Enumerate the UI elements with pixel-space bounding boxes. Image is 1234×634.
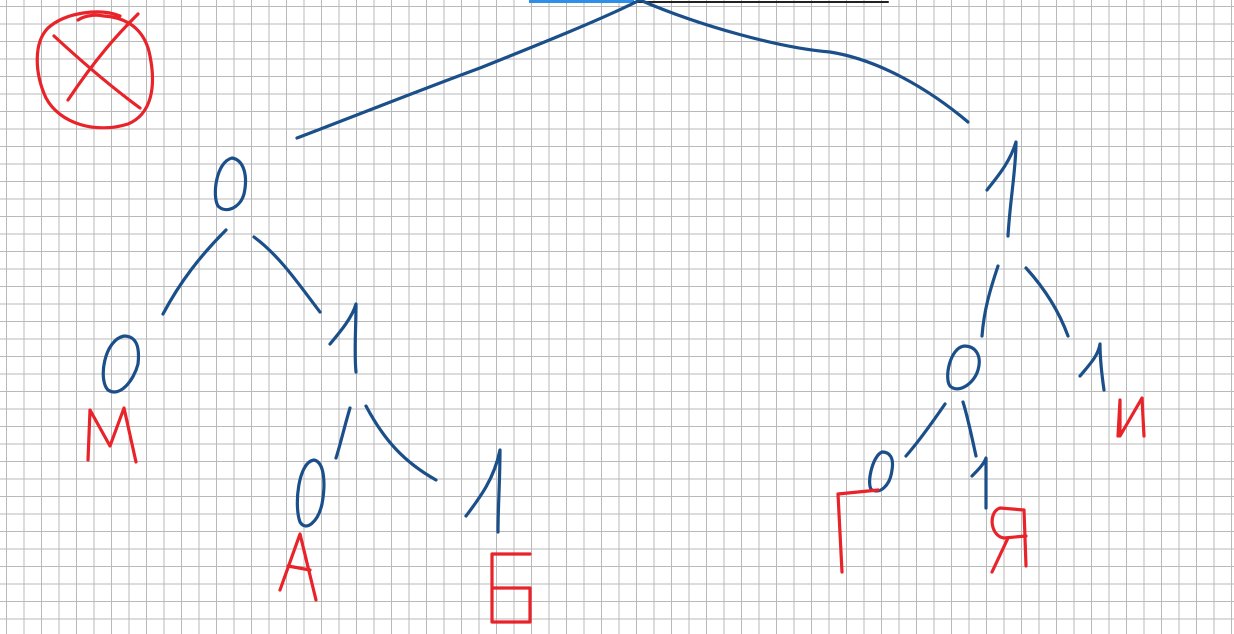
node-01-label: 1 xyxy=(346,336,352,347)
node-0-label: 0 xyxy=(226,182,232,193)
node-011: 1 xyxy=(464,448,502,534)
letter-g: Г xyxy=(836,488,880,574)
tree-nodes: 0 1 0 1 0 xyxy=(101,140,1106,534)
edge-0-to-1 xyxy=(252,235,322,314)
letter-ya-label: Я xyxy=(1004,532,1011,543)
letter-a-label: А xyxy=(296,562,303,573)
edge-1-to-1 xyxy=(1024,266,1070,338)
letter-b-label: Б xyxy=(506,582,513,593)
node-11-label: 1 xyxy=(1094,362,1100,373)
node-01: 1 xyxy=(328,302,358,374)
crossed-circle-icon: crossed-circle-icon xyxy=(35,10,183,130)
edge-10-to-1 xyxy=(961,400,978,458)
node-100-label: 0 xyxy=(878,468,884,479)
node-100: 0 xyxy=(868,450,895,493)
letter-m: М xyxy=(86,406,138,464)
edge-root-right xyxy=(638,0,970,124)
node-00: 0 xyxy=(101,334,141,394)
letter-ya: Я xyxy=(990,506,1028,574)
letter-i: И xyxy=(1116,396,1146,438)
node-10: 0 xyxy=(946,344,981,391)
letter-b: Б xyxy=(490,552,532,624)
node-0: 0 xyxy=(213,156,248,212)
node-011-label: 1 xyxy=(488,492,494,503)
letter-g-label: Г xyxy=(846,522,852,533)
edge-1-to-0 xyxy=(980,264,1000,338)
node-010-label: 0 xyxy=(308,486,314,497)
letter-m-label: М xyxy=(110,432,119,443)
crossed-circle-icon-label: crossed-circle-icon xyxy=(90,62,183,73)
tree-edges xyxy=(161,0,1070,482)
node-00-label: 0 xyxy=(116,362,122,373)
top-blue-highlight xyxy=(529,0,634,3)
node-101-label: 1 xyxy=(980,478,986,489)
top-selection-strip xyxy=(529,0,889,3)
node-010: 0 xyxy=(295,458,326,528)
node-11: 1 xyxy=(1078,342,1106,392)
leaf-letters: М А Б Г Я xyxy=(86,396,1146,624)
edge-10-to-0 xyxy=(904,402,947,458)
node-10-label: 0 xyxy=(960,364,966,375)
node-1: 1 xyxy=(985,140,1018,238)
letter-i-label: И xyxy=(1130,412,1137,423)
edge-01-to-0 xyxy=(334,406,352,460)
edge-01-to-1 xyxy=(364,404,438,482)
node-101: 1 xyxy=(970,456,988,510)
letter-a: А xyxy=(278,532,318,602)
edge-root-left xyxy=(295,0,642,140)
edge-0-to-0 xyxy=(161,228,228,316)
node-1-label: 1 xyxy=(1004,192,1010,203)
